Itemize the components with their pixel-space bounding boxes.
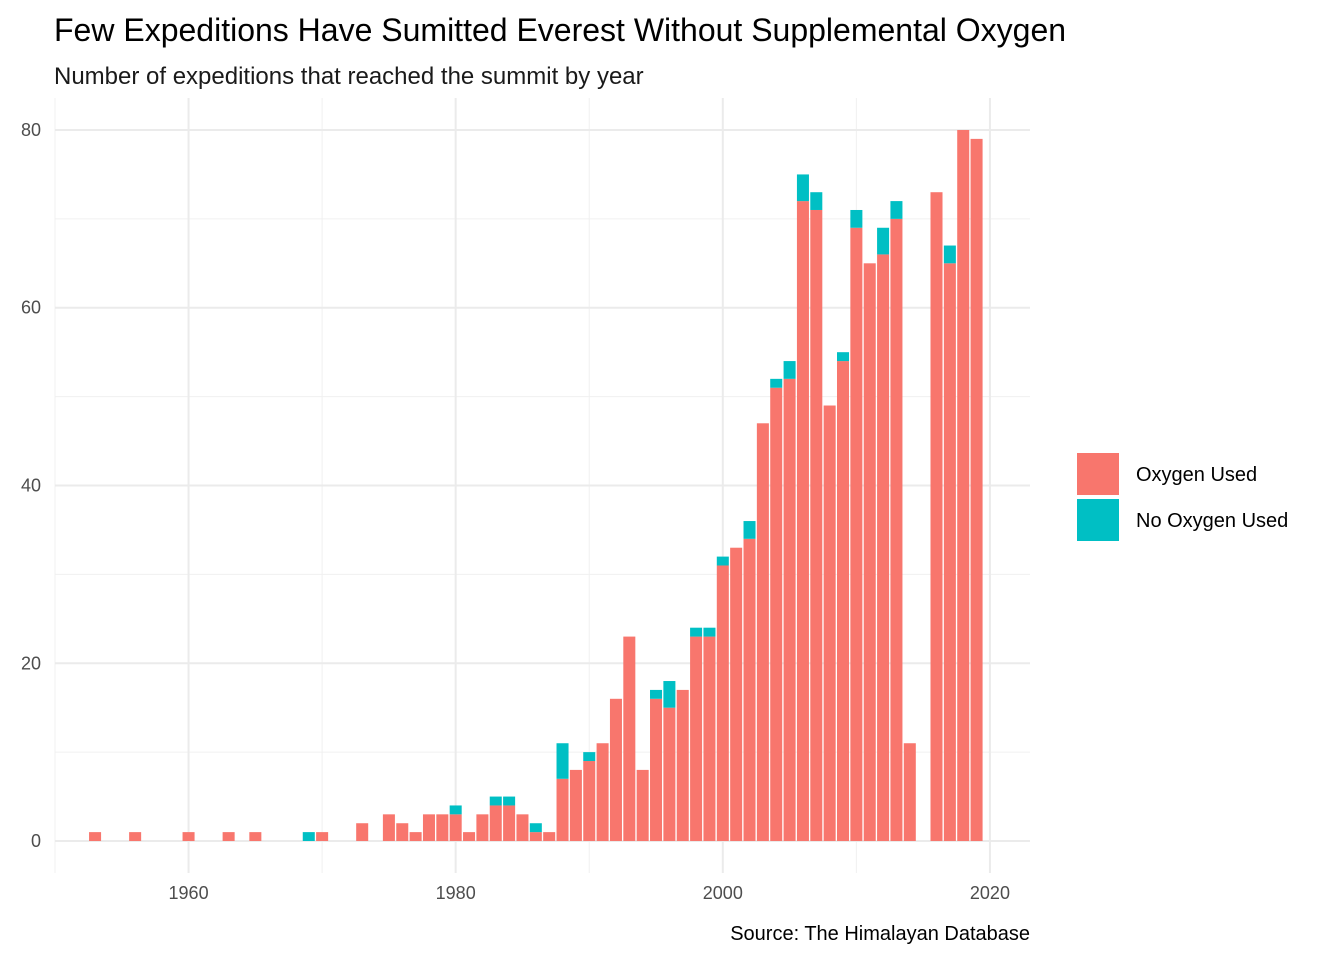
bar-oxygen-used [703, 636, 716, 842]
bar-no-oxygen-used [716, 556, 729, 566]
bar-oxygen-used [556, 778, 569, 842]
chart-title: Few Expeditions Have Sumitted Everest Wi… [54, 12, 1066, 48]
bar-oxygen-used [756, 423, 769, 842]
bar-no-oxygen-used [583, 752, 596, 762]
bar-oxygen-used [796, 201, 809, 842]
legend-key [1077, 453, 1119, 495]
bar-no-oxygen-used [796, 174, 809, 202]
bar-oxygen-used [810, 209, 823, 842]
legend-label: Oxygen Used [1136, 464, 1257, 486]
bar-oxygen-used [770, 387, 783, 842]
bar-no-oxygen-used [890, 201, 903, 219]
bar-oxygen-used [583, 761, 596, 842]
bar-oxygen-used [182, 832, 195, 842]
bar-oxygen-used [476, 814, 489, 842]
bar-no-oxygen-used [663, 681, 676, 708]
bar-oxygen-used [529, 832, 542, 842]
bar-oxygen-used [676, 689, 689, 842]
chart-subtitle: Number of expeditions that reached the s… [54, 63, 644, 90]
bar-oxygen-used [503, 805, 516, 842]
chart-caption: Source: The Himalayan Database [730, 923, 1030, 945]
legend-label: No Oxygen Used [1136, 510, 1288, 532]
bar-oxygen-used [743, 538, 756, 842]
bar-oxygen-used [129, 832, 142, 842]
bar-oxygen-used [356, 823, 369, 842]
bar-oxygen-used [837, 361, 850, 842]
bar-oxygen-used [690, 636, 703, 842]
x-tick-label: 2000 [703, 883, 743, 903]
y-tick-label: 80 [21, 120, 41, 140]
x-tick-label: 1980 [436, 883, 476, 903]
bar-oxygen-used [903, 743, 916, 842]
y-axis-ticks: 0 20 40 60 80 [21, 120, 41, 851]
y-tick-label: 40 [21, 476, 41, 496]
bar-no-oxygen-used [877, 227, 890, 255]
bar-oxygen-used [970, 138, 983, 842]
legend-key [1077, 499, 1119, 541]
bar-oxygen-used [930, 192, 943, 842]
bar-no-oxygen-used [837, 352, 850, 362]
bar-oxygen-used [463, 832, 476, 842]
bar-no-oxygen-used [810, 192, 823, 210]
bar-oxygen-used [663, 707, 676, 842]
bar-no-oxygen-used [690, 627, 703, 637]
bar-oxygen-used [650, 698, 663, 842]
bar-no-oxygen-used [743, 521, 756, 539]
bar-oxygen-used [316, 832, 329, 842]
bar-no-oxygen-used [850, 209, 863, 228]
x-tick-label: 1960 [169, 883, 209, 903]
bar-oxygen-used [489, 805, 502, 842]
bar-no-oxygen-used [302, 832, 315, 842]
bar-no-oxygen-used [449, 805, 462, 815]
bar-oxygen-used [716, 565, 729, 842]
bar-oxygen-used [516, 814, 529, 842]
x-axis-ticks: 1960 1980 2000 2020 [169, 883, 1010, 903]
bar-no-oxygen-used [783, 361, 796, 379]
bar-no-oxygen-used [489, 796, 502, 806]
bar-oxygen-used [609, 698, 622, 842]
bar-no-oxygen-used [503, 796, 516, 806]
y-tick-label: 20 [21, 653, 41, 673]
bar-no-oxygen-used [556, 743, 569, 779]
bar-oxygen-used [877, 254, 890, 842]
bar-oxygen-used [957, 129, 970, 842]
bars [89, 129, 983, 842]
y-tick-label: 60 [21, 298, 41, 318]
bar-oxygen-used [890, 218, 903, 842]
bar-no-oxygen-used [650, 689, 663, 699]
bar-oxygen-used [449, 814, 462, 842]
legend: Oxygen Used No Oxygen Used [1077, 453, 1288, 541]
x-tick-label: 2020 [970, 883, 1010, 903]
bar-oxygen-used [623, 636, 636, 842]
bar-oxygen-used [596, 743, 609, 842]
bar-oxygen-used [382, 814, 395, 842]
bar-oxygen-used [730, 547, 743, 842]
bar-no-oxygen-used [703, 627, 716, 637]
y-tick-label: 0 [31, 831, 41, 851]
bar-oxygen-used [396, 823, 409, 842]
bar-oxygen-used [543, 832, 556, 842]
bar-no-oxygen-used [770, 378, 783, 388]
bar-oxygen-used [409, 832, 422, 842]
bar-oxygen-used [783, 378, 796, 842]
bar-oxygen-used [850, 227, 863, 842]
bar-oxygen-used [569, 769, 582, 842]
bar-oxygen-used [89, 832, 102, 842]
bar-oxygen-used [863, 263, 876, 842]
bar-oxygen-used [943, 263, 956, 842]
bar-oxygen-used [823, 405, 836, 842]
bar-oxygen-used [422, 814, 435, 842]
bar-oxygen-used [249, 832, 262, 842]
bar-no-oxygen-used [529, 823, 542, 833]
bar-oxygen-used [636, 769, 649, 842]
bar-no-oxygen-used [943, 245, 956, 264]
bar-oxygen-used [222, 832, 235, 842]
bar-oxygen-used [436, 814, 449, 842]
